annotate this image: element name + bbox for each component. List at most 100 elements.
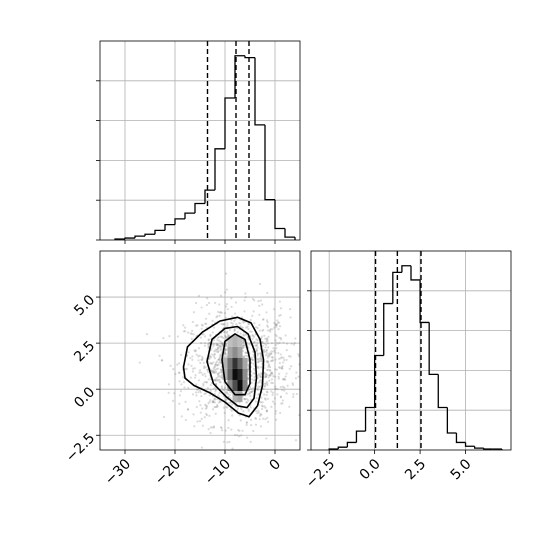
scatter-point xyxy=(280,388,284,392)
scatter-point xyxy=(279,395,283,398)
scatter-point xyxy=(252,334,255,338)
scatter-point xyxy=(268,352,271,355)
scatter-point xyxy=(247,363,250,367)
scatter-point xyxy=(223,389,226,392)
scatter-point xyxy=(256,358,259,361)
scatter-point xyxy=(209,399,212,402)
scatter-point xyxy=(247,327,250,331)
scatter-point xyxy=(217,343,220,346)
axes-frame xyxy=(310,250,512,451)
scatter-point xyxy=(195,405,198,409)
density-cell xyxy=(232,346,238,358)
scatter-point xyxy=(245,326,248,329)
scatter-point xyxy=(262,350,266,353)
scatter-point xyxy=(225,302,229,306)
histogram-bar xyxy=(337,446,348,450)
scatter-point xyxy=(209,384,212,387)
scatter-point xyxy=(252,341,255,344)
scatter-point xyxy=(256,354,259,357)
scatter-point xyxy=(265,360,268,363)
scatter-point xyxy=(243,397,246,400)
scatter-point xyxy=(216,351,220,354)
scatter-point xyxy=(213,387,216,390)
scatter-point xyxy=(217,339,221,342)
scatter-point xyxy=(264,418,267,421)
scatter-point xyxy=(247,388,251,391)
scatter-point xyxy=(224,349,227,352)
scatter-point xyxy=(203,416,206,419)
scatter-point xyxy=(295,392,298,396)
density-cell xyxy=(222,368,228,380)
scatter-point xyxy=(271,381,274,385)
scatter-point xyxy=(217,363,220,366)
scatter-point xyxy=(221,343,224,346)
scatter-point xyxy=(220,348,224,351)
scatter-point xyxy=(281,378,284,381)
scatter-point xyxy=(280,366,283,369)
scatter-point xyxy=(226,324,229,327)
scatter-point xyxy=(255,338,258,341)
scatter-point xyxy=(278,366,282,370)
scatter-point xyxy=(178,371,181,375)
density-cell xyxy=(242,368,248,380)
scatter-point xyxy=(203,341,207,345)
scatter-point xyxy=(265,337,269,340)
scatter-point xyxy=(271,328,274,331)
scatter-point xyxy=(272,375,275,378)
scatter-point xyxy=(246,393,249,396)
scatter-point xyxy=(245,423,248,427)
axis-ticks xyxy=(96,80,276,244)
scatter-point xyxy=(198,354,201,357)
histogram-bar xyxy=(355,430,366,443)
scatter-point xyxy=(225,388,228,391)
scatter-point xyxy=(183,386,186,389)
scatter-point xyxy=(251,359,255,362)
density-cell xyxy=(232,335,238,347)
scatter-point xyxy=(238,414,241,417)
scatter-point xyxy=(205,303,209,307)
scatter-point xyxy=(217,350,220,353)
scatter-point xyxy=(266,291,269,295)
scatter-point xyxy=(216,363,219,367)
scatter-point xyxy=(279,396,282,399)
scatter-point xyxy=(273,349,276,352)
scatter-point xyxy=(204,407,207,410)
scatter-point xyxy=(253,376,256,379)
scatter-point xyxy=(230,409,234,412)
scatter-point xyxy=(257,360,260,363)
scatter-point xyxy=(279,353,282,356)
scatter-point xyxy=(217,401,220,404)
scatter-point xyxy=(210,369,213,372)
scatter-point xyxy=(266,361,270,364)
scatter-point xyxy=(226,441,229,444)
scatter-point xyxy=(258,357,262,360)
scatter-point xyxy=(236,407,240,410)
scatter-point xyxy=(266,324,269,327)
histogram-bar xyxy=(284,228,295,238)
scatter-point xyxy=(219,375,222,378)
scatter-point xyxy=(220,429,224,432)
scatter-point xyxy=(272,347,275,350)
scatter-point xyxy=(285,372,288,375)
scatter-point xyxy=(221,388,224,392)
scatter-point xyxy=(243,344,246,347)
scatter-point xyxy=(247,323,250,326)
scatter-point xyxy=(225,288,228,291)
scatter-point xyxy=(209,356,213,359)
scatter-point xyxy=(189,376,192,379)
scatter-point xyxy=(197,388,200,391)
scatter-point xyxy=(275,347,278,350)
scatter-point xyxy=(252,335,256,338)
scatter-point xyxy=(257,409,260,412)
scatter-point xyxy=(225,405,228,408)
scatter-point xyxy=(275,335,278,338)
scatter-point xyxy=(266,420,270,424)
scatter-point xyxy=(224,305,228,308)
scatter-point xyxy=(213,398,216,401)
scatter-point xyxy=(201,424,205,427)
scatter-point xyxy=(216,344,219,347)
scatter-point xyxy=(252,353,255,356)
density-cell xyxy=(232,357,238,369)
scatter-point xyxy=(274,387,277,391)
histogram-bar xyxy=(455,432,466,444)
